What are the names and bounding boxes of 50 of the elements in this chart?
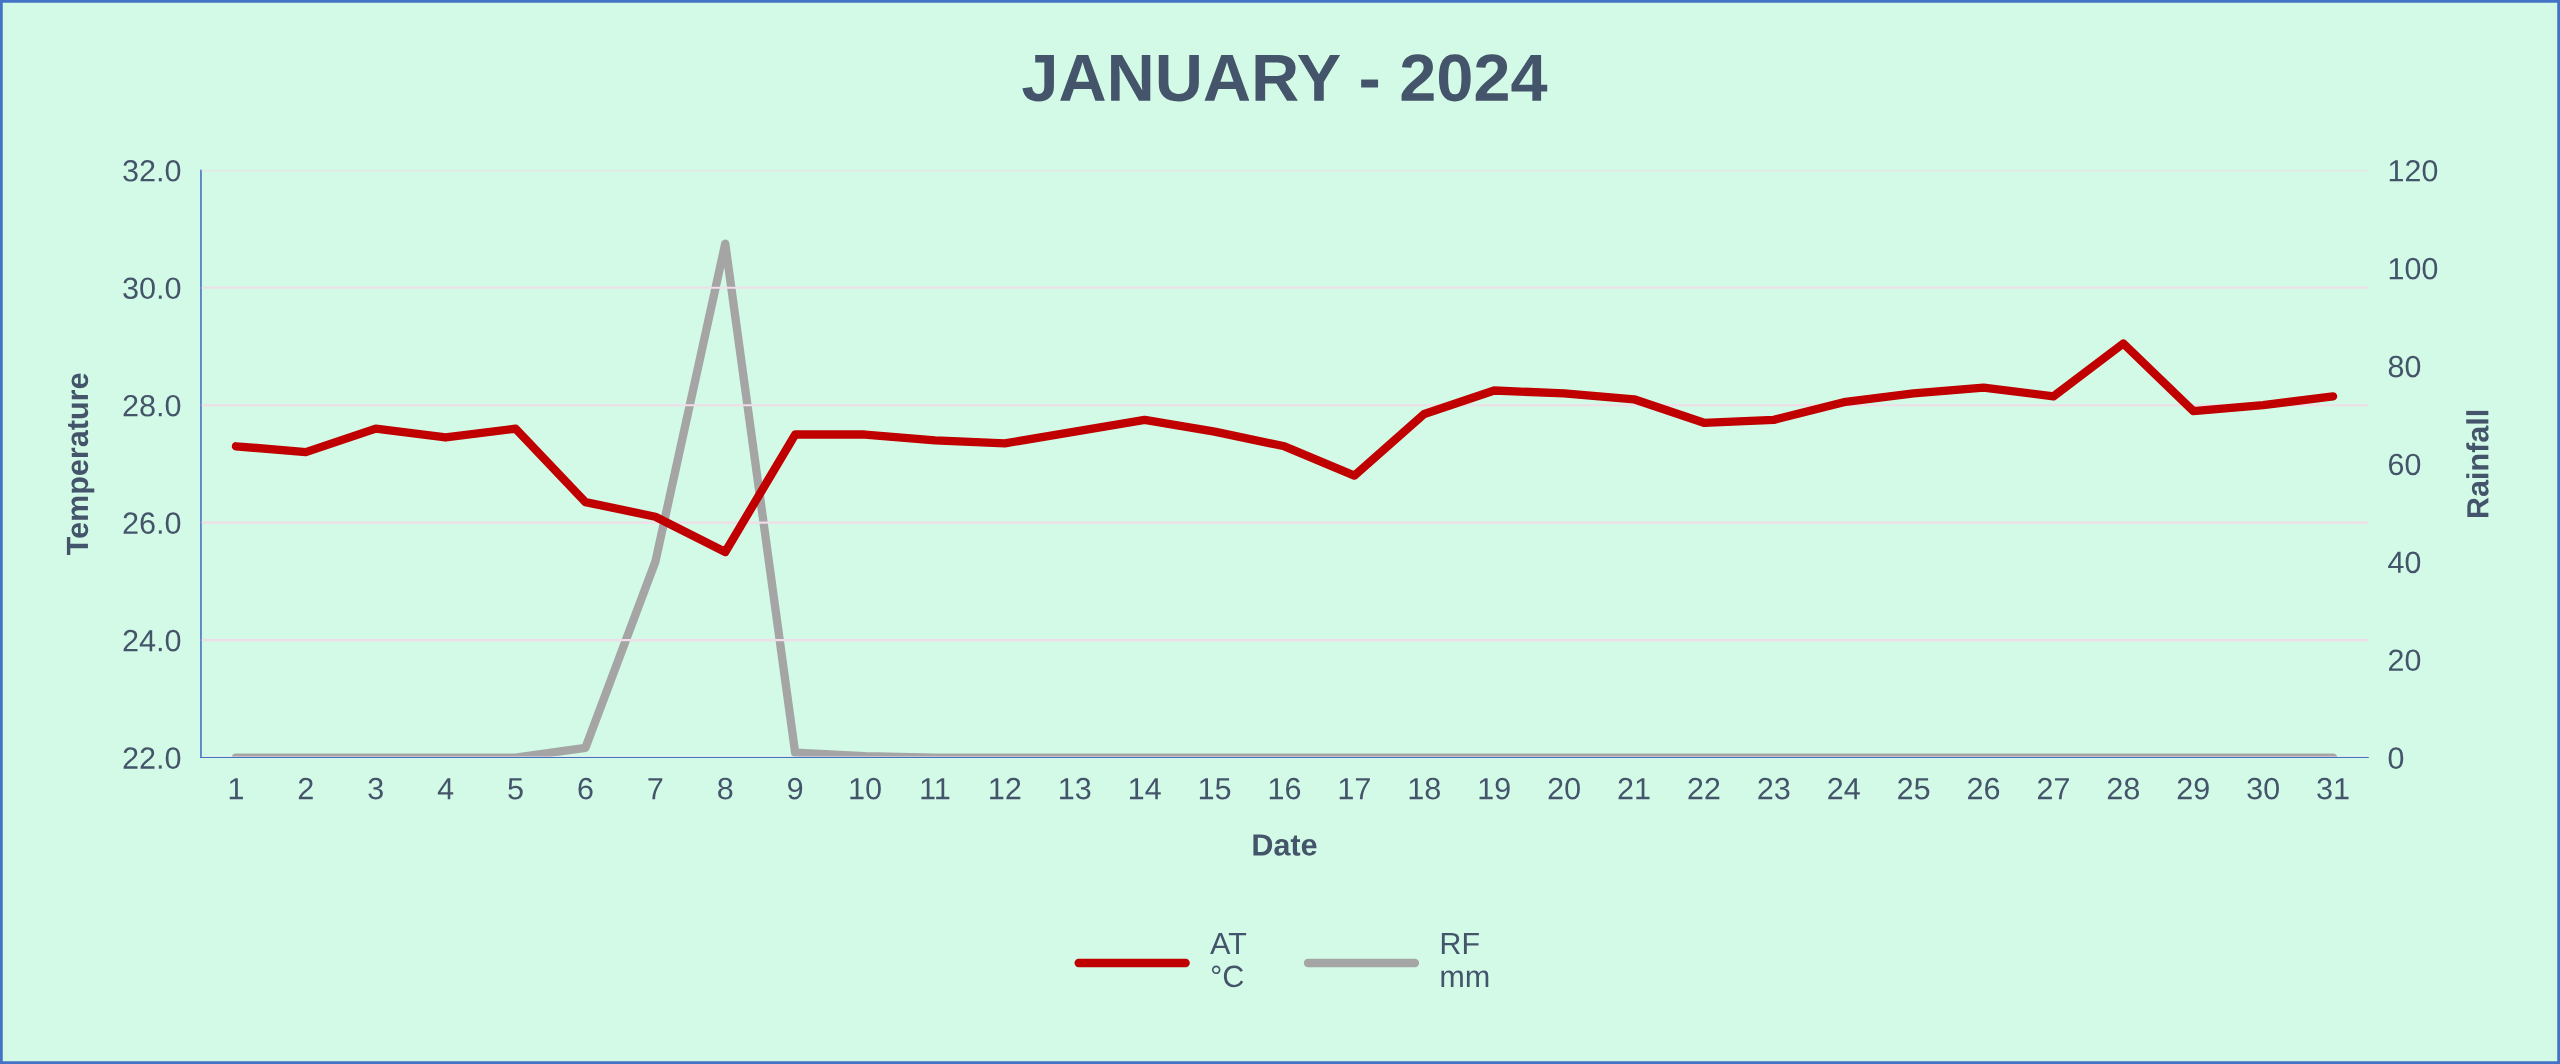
- x-tick-label: 24: [1828, 777, 1860, 800]
- x-tick-label: 4: [437, 778, 454, 800]
- y2-tick-label: 80: [2388, 355, 2421, 378]
- x-tick-label: 11: [921, 778, 950, 800]
- x-tick-label: 18: [1409, 777, 1440, 800]
- x-tick-label: 31: [2317, 777, 2349, 800]
- x-tick-label: 5: [508, 778, 523, 800]
- x-tick-label: 19: [1479, 777, 1510, 800]
- x-axis-title: Date: [1253, 834, 1317, 856]
- y-tick-label: 26.0: [123, 512, 181, 535]
- x-tick-label: 28: [2107, 777, 2139, 800]
- x-tick-label: 3: [368, 777, 383, 800]
- x-tick-label: 30: [2247, 777, 2279, 800]
- x-tick-label: 27: [2037, 777, 2069, 800]
- y2-axis-title: Rainfall: [2466, 410, 2489, 518]
- y2-tick-label: 20: [2388, 649, 2421, 672]
- y-tick-label: 22.0: [123, 747, 181, 769]
- x-tick-label: 14: [1130, 778, 1161, 800]
- x-tick-label: 6: [578, 777, 593, 800]
- x-tick-label: 9: [788, 777, 803, 800]
- x-tick-label: 10: [850, 777, 881, 800]
- x-tick-label: 17: [1339, 778, 1370, 800]
- x-tick-label: 20: [1548, 777, 1580, 800]
- x-tick-label: 2: [298, 777, 313, 800]
- x-tick-label: 29: [2177, 777, 2209, 800]
- y2-tick-label: 0: [2388, 747, 2404, 769]
- x-tick-label: 7: [648, 778, 663, 800]
- x-tick-label: 12: [990, 777, 1021, 800]
- y2-tick-label: 120: [2389, 159, 2438, 182]
- y-tick-label: 32.0: [123, 159, 181, 182]
- y-tick-label: 28.0: [123, 394, 181, 417]
- y2-tick-label: 40: [2388, 551, 2421, 574]
- x-tick-label: 15: [1199, 778, 1231, 800]
- x-tick-label: 1: [229, 778, 243, 800]
- y-axis-title: Temperature: [66, 373, 95, 555]
- x-tick-label: 13: [1060, 777, 1091, 800]
- y-tick-label: 30.0: [123, 277, 181, 300]
- y-tick-label: 24.0: [123, 629, 181, 652]
- x-tick-label: 8: [718, 777, 733, 800]
- x-tick-label: 23: [1758, 777, 1790, 800]
- y2-tick-label: 100: [2389, 257, 2438, 280]
- x-tick-label: 16: [1269, 777, 1301, 800]
- chart-title: JANUARY - 2024: [1022, 54, 1548, 102]
- legend-label: AT °C: [1210, 933, 1247, 988]
- x-tick-label: 26: [1968, 777, 2000, 800]
- y2-tick-label: 60: [2389, 453, 2421, 476]
- legend-label: RF mm: [1441, 933, 1489, 987]
- x-tick-label: 25: [1898, 777, 1930, 800]
- x-tick-label: 22: [1688, 777, 1720, 800]
- x-tick-label: 21: [1618, 777, 1650, 800]
